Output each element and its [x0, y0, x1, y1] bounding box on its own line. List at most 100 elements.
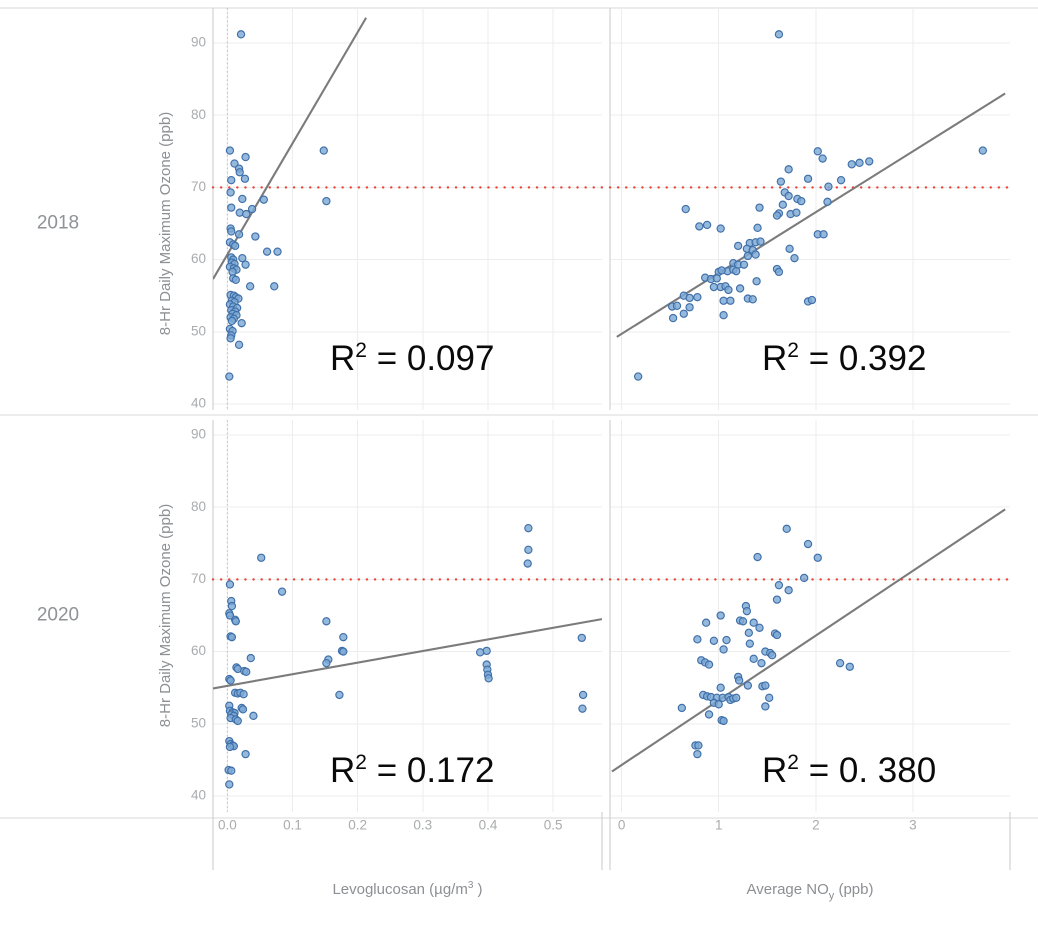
- data-point: [277, 587, 287, 596]
- data-point: [797, 196, 806, 206]
- x-tick-label: 2: [812, 818, 820, 833]
- y-tick-label: 40: [191, 788, 206, 803]
- data-point: [247, 204, 257, 214]
- data-points: [633, 30, 987, 381]
- data-point: [693, 635, 702, 644]
- x-tick-label: 1: [715, 818, 723, 833]
- data-point: [524, 523, 533, 533]
- data-point: [578, 704, 587, 713]
- data-point: [339, 632, 348, 642]
- data-point: [784, 165, 793, 174]
- data-point: [819, 230, 828, 239]
- row-label-2020: 2020: [37, 605, 79, 626]
- data-point: [237, 318, 246, 328]
- labels-layer: 90 80 70 60 50 40 8-Hr Daily Maximum Ozone (pp…: [37, 35, 1011, 902]
- data-point: [319, 146, 328, 155]
- data-point: [743, 681, 753, 690]
- trend-line: [611, 508, 1006, 773]
- data-point: [753, 223, 762, 233]
- data-point: [733, 241, 743, 251]
- data-point: [735, 284, 745, 293]
- y-tick-label: 70: [191, 571, 206, 586]
- data-point: [225, 146, 235, 155]
- data-point: [704, 710, 714, 719]
- data-point: [230, 159, 239, 168]
- data-point: [227, 316, 237, 326]
- data-point: [749, 654, 758, 663]
- data-point: [774, 267, 784, 277]
- data-point: [236, 30, 246, 39]
- data-point: [784, 191, 793, 201]
- data-point: [335, 690, 344, 700]
- y-tick-label: 40: [191, 396, 206, 411]
- data-point: [227, 601, 237, 611]
- data-point: [742, 606, 752, 616]
- data-point: [227, 203, 236, 212]
- data-point: [799, 573, 809, 583]
- r-squared-annotation: R2 = 0.097: [330, 339, 494, 378]
- y-axis-title: 8-Hr Daily Maximum Ozone (ppb): [157, 504, 174, 727]
- data-point: [238, 705, 248, 714]
- data-point: [679, 309, 688, 318]
- panel-2018-levoglucosan: R2 = 0.097: [211, 8, 604, 410]
- x-tick-label: 0.4: [479, 818, 498, 833]
- data-point: [231, 275, 240, 284]
- trend-line: [213, 618, 602, 690]
- data-point: [245, 282, 255, 291]
- data-point: [672, 301, 682, 310]
- data-point: [339, 647, 348, 656]
- data-point: [719, 311, 728, 320]
- y-tick-label: 50: [191, 323, 206, 338]
- data-point: [755, 623, 764, 632]
- data-point: [241, 260, 250, 269]
- data-point: [685, 293, 694, 303]
- data-point: [257, 553, 266, 562]
- panel-2018-noy: R2 = 0.392: [608, 8, 1012, 410]
- data-point: [695, 222, 704, 231]
- data-point: [756, 237, 765, 246]
- data-point: [716, 611, 725, 620]
- x-tick-label: 0.0: [218, 818, 237, 833]
- data-point: [803, 539, 813, 549]
- data-point: [322, 617, 331, 626]
- data-point: [753, 552, 762, 562]
- data-point: [714, 700, 723, 709]
- data-point: [748, 295, 757, 304]
- data-point: [855, 158, 864, 168]
- data-point: [227, 632, 237, 642]
- data-points: [224, 523, 588, 789]
- data-point: [693, 749, 702, 759]
- data-point: [824, 182, 833, 191]
- data-point: [724, 285, 733, 295]
- data-point: [716, 683, 725, 692]
- data-point: [242, 667, 251, 676]
- data-point: [226, 676, 235, 685]
- data-point: [633, 372, 643, 381]
- data-point: [803, 174, 813, 183]
- data-point: [238, 253, 247, 263]
- x-axis-title-levoglucosan: Levoglucosan (µg/m3 ): [332, 880, 482, 898]
- data-point: [231, 617, 240, 626]
- data-point: [701, 618, 711, 627]
- data-point: [717, 266, 726, 275]
- data-point: [235, 168, 244, 177]
- y-tick-label: 90: [191, 35, 206, 50]
- x-tick-label: 0.3: [413, 818, 432, 833]
- data-point: [246, 653, 255, 663]
- data-point: [774, 581, 784, 590]
- x-tick-label: 0.1: [283, 818, 302, 833]
- data-point: [709, 282, 719, 292]
- data-point: [234, 230, 244, 239]
- data-point: [230, 241, 240, 251]
- data-point: [719, 645, 728, 654]
- data-point: [818, 154, 827, 163]
- data-point: [270, 282, 279, 291]
- data-point: [739, 260, 749, 269]
- data-point: [752, 277, 761, 286]
- panel-2020-noy: R2 = 0. 380: [608, 420, 1012, 812]
- data-point: [782, 524, 791, 534]
- data-point: [865, 157, 874, 166]
- data-point: [726, 296, 735, 305]
